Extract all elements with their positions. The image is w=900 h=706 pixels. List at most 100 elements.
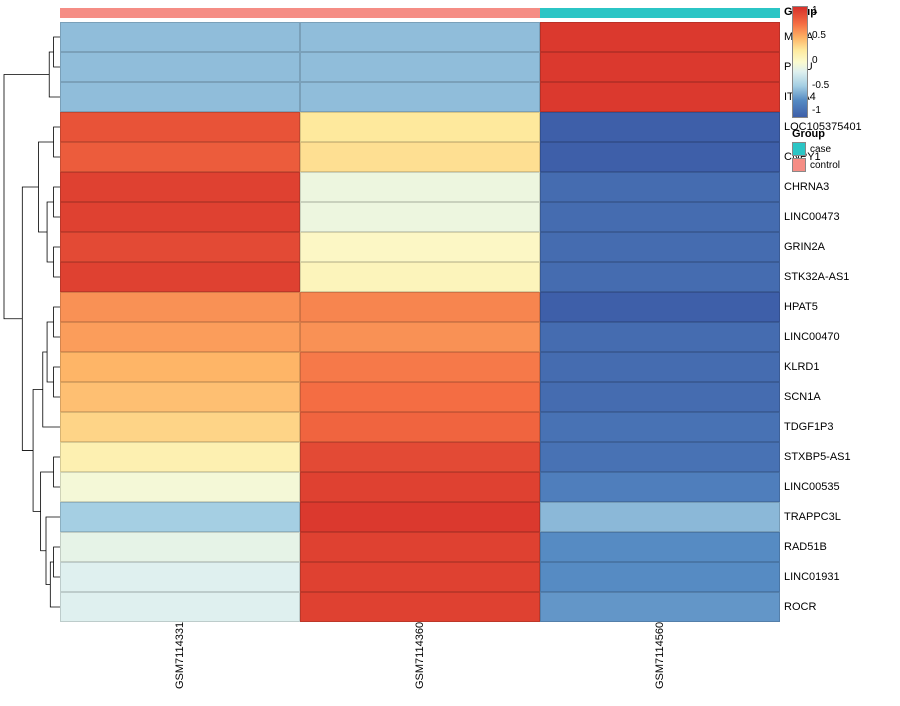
heatmap-grid: [60, 22, 780, 622]
heatmap-cell: [540, 292, 780, 322]
heatmap-cell: [540, 412, 780, 442]
heatmap-row: [60, 592, 780, 622]
heatmap-cell: [60, 52, 300, 82]
heatmap-row: [60, 52, 780, 82]
heatmap-cell: [60, 112, 300, 142]
row-label: ROCR: [780, 592, 862, 622]
heatmap-cell: [60, 442, 300, 472]
row-label: GRIN2A: [780, 232, 862, 262]
heatmap-row: [60, 202, 780, 232]
heatmap-cell: [300, 232, 540, 262]
row-label: LINC01931: [780, 562, 862, 592]
row-label: CHRNA3: [780, 172, 862, 202]
heatmap-cell: [540, 592, 780, 622]
heatmap-cell: [300, 202, 540, 232]
heatmap-row: [60, 172, 780, 202]
heatmap-cell: [540, 172, 780, 202]
heatmap-cell: [540, 22, 780, 52]
heatmap-cell: [540, 442, 780, 472]
heatmap-cell: [60, 232, 300, 262]
heatmap-cell: [300, 292, 540, 322]
color-scale-tick: 0: [812, 56, 829, 66]
heatmap-cell: [540, 112, 780, 142]
heatmap-row: [60, 262, 780, 292]
annotation-cell: [300, 8, 540, 18]
heatmap-cell: [60, 412, 300, 442]
heatmap-row: [60, 22, 780, 52]
heatmap-cell: [540, 262, 780, 292]
heatmap-cell: [540, 382, 780, 412]
legend-panel: 10.50-0.5-1 Group casecontrol: [792, 6, 892, 174]
heatmap-cell: [540, 532, 780, 562]
heatmap-cell: [60, 472, 300, 502]
heatmap-cell: [300, 352, 540, 382]
heatmap-cell: [300, 592, 540, 622]
heatmap-cell: [60, 202, 300, 232]
heatmap-row: [60, 502, 780, 532]
color-scale-legend: 10.50-0.5-1: [792, 6, 892, 118]
color-scale-tick: -0.5: [812, 81, 829, 91]
heatmap-cell: [540, 472, 780, 502]
row-label: RAD51B: [780, 532, 862, 562]
heatmap-row: [60, 532, 780, 562]
heatmap-cell: [300, 52, 540, 82]
heatmap-cell: [540, 322, 780, 352]
dendrogram-lines: [4, 37, 60, 607]
heatmap-row: [60, 232, 780, 262]
row-label: KLRD1: [780, 352, 862, 382]
row-label: STXBP5-AS1: [780, 442, 862, 472]
heatmap-cell: [300, 172, 540, 202]
heatmap-cell: [60, 352, 300, 382]
heatmap-cell: [300, 442, 540, 472]
row-dendrogram: [2, 22, 60, 622]
color-scale-tick: 0.5: [812, 31, 829, 41]
heatmap-cell: [60, 292, 300, 322]
heatmap-cell: [300, 262, 540, 292]
heatmap-cell: [540, 502, 780, 532]
legend-label: case: [810, 144, 831, 155]
heatmap-cell: [540, 352, 780, 382]
heatmap-figure: Group MT2APLAUITGA4LOC105375401CNPY1CHRN…: [0, 0, 900, 700]
heatmap-cell: [540, 232, 780, 262]
heatmap-cell: [60, 262, 300, 292]
heatmap-row: [60, 412, 780, 442]
legend-swatch: [792, 158, 806, 172]
legend-swatch: [792, 142, 806, 156]
heatmap-cell: [300, 82, 540, 112]
heatmap-cell: [540, 202, 780, 232]
heatmap-row: [60, 112, 780, 142]
row-label: TDGF1P3: [780, 412, 862, 442]
color-scale-tick: 1: [812, 6, 829, 16]
heatmap-cell: [60, 502, 300, 532]
heatmap-row: [60, 472, 780, 502]
heatmap-cell: [60, 382, 300, 412]
heatmap-cell: [300, 532, 540, 562]
heatmap-cell: [60, 562, 300, 592]
heatmap-cell: [60, 532, 300, 562]
heatmap-row: [60, 82, 780, 112]
heatmap-row: [60, 562, 780, 592]
heatmap-cell: [300, 412, 540, 442]
heatmap-cell: [60, 82, 300, 112]
heatmap-row: [60, 142, 780, 172]
heatmap-cell: [60, 142, 300, 172]
heatmap-cell: [540, 142, 780, 172]
heatmap-row: [60, 382, 780, 412]
heatmap-cell: [300, 382, 540, 412]
column-labels: GSM7114331GSM7114360GSM7114560: [60, 622, 780, 706]
heatmap-cell: [300, 472, 540, 502]
row-label: HPAT5: [780, 292, 862, 322]
heatmap-row: [60, 352, 780, 382]
heatmap-cell: [300, 502, 540, 532]
heatmap-row: [60, 442, 780, 472]
row-label: TRAPPC3L: [780, 502, 862, 532]
heatmap-cell: [540, 82, 780, 112]
row-label: STK32A-AS1: [780, 262, 862, 292]
row-label: LINC00535: [780, 472, 862, 502]
column-label: GSM7114331: [60, 622, 300, 706]
group-legend-item: case: [792, 142, 892, 156]
group-legend-title: Group: [792, 128, 892, 140]
row-label: SCN1A: [780, 382, 862, 412]
annotation-cell: [540, 8, 780, 18]
heatmap-cell: [300, 322, 540, 352]
